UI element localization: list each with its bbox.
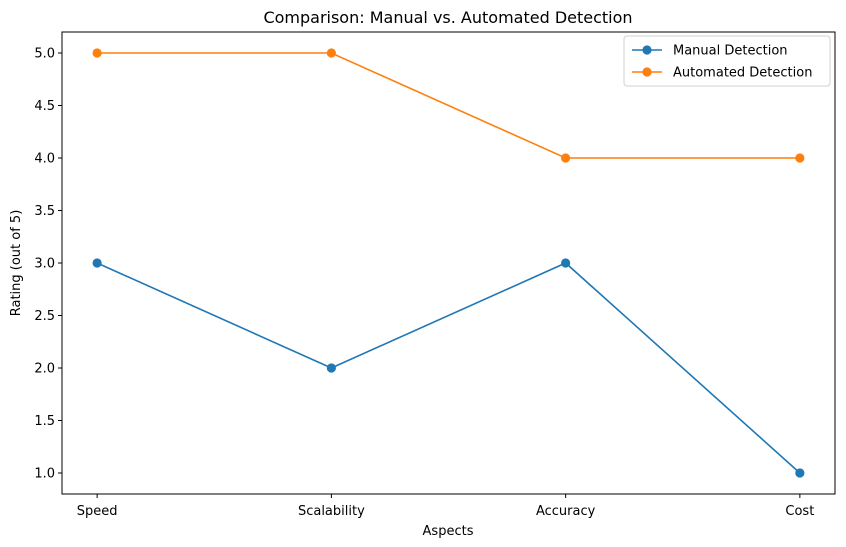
legend-box (623, 35, 831, 87)
legend-label: Automated Detection (673, 66, 812, 81)
y-tick-label: 1.0 (34, 467, 55, 482)
y-tick-label: 4.5 (34, 99, 55, 114)
y-tick-label: 2.0 (34, 362, 55, 377)
data-point (92, 48, 102, 58)
data-point (561, 258, 571, 268)
y-tick-label: 4.0 (34, 152, 55, 167)
x-tick-label: Cost (785, 504, 814, 519)
y-axis-label: Rating (out of 5) (9, 210, 24, 317)
series-line-1 (96, 262, 801, 474)
data-point (795, 468, 805, 478)
series-line-2 (97, 52, 800, 159)
data-point (326, 363, 336, 373)
legend: Manual Detection Automated Detection (623, 35, 831, 87)
plot-frame (61, 31, 836, 495)
y-tick-label: 5.0 (34, 47, 55, 62)
legend-label: Manual Detection (673, 44, 788, 59)
y-tick-label: 1.5 (34, 414, 55, 429)
data-point (795, 153, 805, 163)
legend-marker (642, 45, 652, 55)
x-tick-label: Scalability (298, 504, 365, 519)
chart-title: Comparison: Manual vs. Automated Detecti… (263, 8, 632, 27)
data-point (92, 258, 102, 268)
y-tick-label: 2.5 (34, 309, 55, 324)
y-tick-label: 3.5 (34, 204, 55, 219)
x-tick-label: Accuracy (536, 504, 596, 519)
y-tick-label: 3.0 (34, 257, 55, 272)
data-point (561, 153, 571, 163)
data-point (326, 48, 336, 58)
legend-marker (642, 67, 652, 77)
x-tick-label: Speed (77, 504, 118, 519)
x-axis-label: Aspects (423, 524, 474, 539)
plot-area: 1.0 1.5 2.0 2.5 3.0 3.5 4.0 4.5 5.0 Speed Scalabil… (34, 31, 836, 519)
